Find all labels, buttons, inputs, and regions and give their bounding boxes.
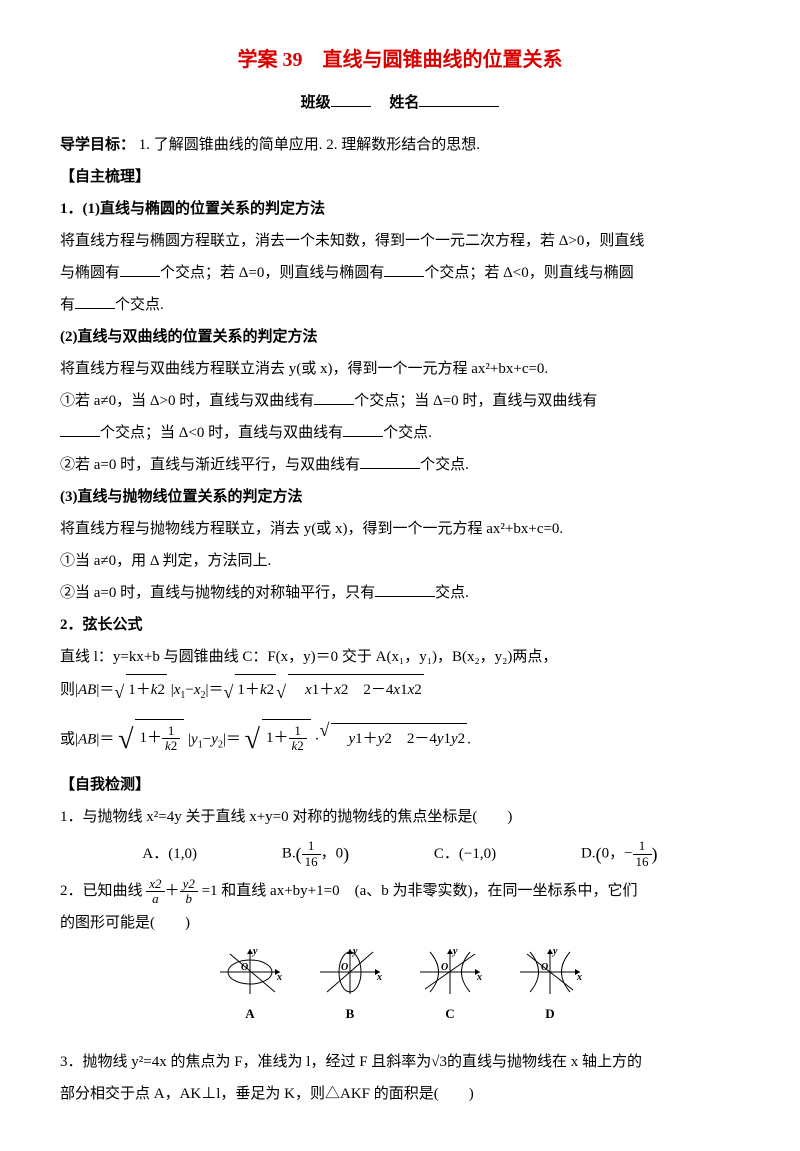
p1-l1e: 有: [60, 297, 75, 313]
chord-l1: 直线 l：y=kx+b 与圆锥曲线 C：F(x，y)＝0 交于 A(x₁，y₁)…: [60, 642, 740, 672]
q2-l1: 2．已知曲线 x2a＋y2b =1 和直线 ax+by+1=0 (a、b 为非零…: [60, 876, 740, 906]
q1-d-label: D.: [581, 845, 596, 861]
p2-l3b: 个交点.: [420, 457, 469, 473]
q1-b-label: B.: [282, 845, 296, 861]
blank2[interactable]: [384, 261, 424, 277]
svg-text:x: x: [476, 972, 482, 983]
graph-a[interactable]: O x y A: [215, 944, 285, 1027]
graph-c[interactable]: O x y C: [415, 944, 485, 1027]
p3-l3a: ②当 a=0 时，直线与抛物线的对称轴平行，只有: [60, 585, 375, 601]
q2-l1b: =1 和直线 ax+by+1=0 (a、b 为非零实数)，在同一坐标系中，它们: [202, 883, 638, 899]
p3-l2: ①当 a≠0，用 Δ 判定，方法同上.: [60, 546, 740, 576]
svg-text:y: y: [552, 946, 558, 957]
graph-a-svg: O x y: [215, 944, 285, 999]
p2-l1: 将直线方程与双曲线方程联立消去 y(或 x)，得到一个一元方程 ax²+bx+c…: [60, 354, 740, 384]
q1-text: 1．与抛物线 x²=4y 关于直线 x+y=0 对称的抛物线的焦点坐标是( ): [60, 802, 740, 832]
q2-l1a: 2．已知曲线: [60, 883, 143, 899]
p1-l2: 与椭圆有 个交点；若 Δ=0，则直线与椭圆有 个交点；若 Δ<0，则直线与椭圆: [60, 258, 740, 288]
blank1[interactable]: [120, 261, 160, 277]
blank6[interactable]: [343, 421, 383, 437]
blank3[interactable]: [75, 293, 115, 309]
chord-formula-1: 则|AB|＝√1＋k2 |x1−x2|＝√1＋k2√ x1＋x2 2－4x1x2: [60, 674, 740, 710]
q3-l1: 3．抛物线 y²=4x 的焦点为 F，准线为 l，经过 F 且斜率为√3的直线与…: [60, 1047, 740, 1077]
p2-l2a: ①若 a≠0，当 Δ>0 时，直线与双曲线有: [60, 393, 314, 409]
p2-head: (2)直线与双曲线的位置关系的判定方法: [60, 322, 740, 352]
q1-opt-c[interactable]: C．(−1,0): [434, 839, 496, 869]
q1-options: A．(1,0) B.(116，0) C．(−1,0) D.(0，−116): [100, 836, 700, 872]
svg-text:x: x: [376, 972, 382, 983]
graph-a-label: A: [245, 1006, 254, 1021]
p1-l1c: 个交点；若 Δ=0，则直线与椭圆有: [160, 265, 384, 281]
graph-d-svg: O x y: [515, 944, 585, 999]
name-label: 姓名: [389, 95, 419, 111]
p2-l4: ②若 a=0 时，直线与渐近线平行，与双曲线有 个交点.: [60, 450, 740, 480]
class-blank[interactable]: [331, 91, 371, 107]
graph-b-svg: O x y: [315, 944, 385, 999]
q2-graphs: O x y A O x y B O x y C: [60, 944, 740, 1027]
blank5[interactable]: [60, 421, 100, 437]
p3-l3b: 交点.: [435, 585, 469, 601]
p1-l1b: 与椭圆有: [60, 265, 120, 281]
section-self-study: 【自主梳理】: [60, 162, 740, 192]
chord-head: 2．弦长公式: [60, 610, 740, 640]
svg-text:y: y: [352, 946, 358, 957]
graph-b[interactable]: O x y B: [315, 944, 385, 1027]
q3-l2: 部分相交于点 A，AK⊥l，垂足为 K，则△AKF 的面积是( ): [60, 1079, 740, 1109]
svg-text:x: x: [276, 972, 282, 983]
svg-text:O: O: [441, 962, 448, 973]
p1-l3: 有 个交点.: [60, 290, 740, 320]
p2-l2c: 个交点；当 Δ<0 时，直线与双曲线有: [100, 425, 343, 441]
p2-l2: ①若 a≠0，当 Δ>0 时，直线与双曲线有 个交点；当 Δ=0 时，直线与双曲线…: [60, 386, 740, 416]
page-title: 学案 39 直线与圆锥曲线的位置关系: [60, 40, 740, 80]
goal-text: 1. 了解圆锥曲线的简单应用. 2. 理解数形结合的思想.: [139, 137, 480, 153]
graph-d-label: D: [545, 1006, 554, 1021]
p2-l2d: 个交点.: [383, 425, 432, 441]
class-label: 班级: [301, 95, 331, 111]
subtitle-row: 班级 姓名: [60, 88, 740, 118]
q1-opt-d[interactable]: D.(0，−116): [581, 836, 658, 872]
graph-c-svg: O x y: [415, 944, 485, 999]
chord-formula-2: 或|AB|＝ √1＋1k2 |y1−y2|＝ √1＋1k2 ·√ y1＋y2 2…: [60, 712, 740, 768]
graph-c-label: C: [445, 1006, 454, 1021]
svg-text:O: O: [541, 962, 548, 973]
q1-opt-b[interactable]: B.(116，0): [282, 836, 349, 872]
graph-b-label: B: [346, 1006, 355, 1021]
p3-l3: ②当 a=0 时，直线与抛物线的对称轴平行，只有 交点.: [60, 578, 740, 608]
graph-d[interactable]: O x y D: [515, 944, 585, 1027]
svg-text:x: x: [576, 972, 582, 983]
svg-text:y: y: [252, 946, 258, 957]
q2-l2: 的图形可能是( ): [60, 908, 740, 938]
goal-label: 导学目标：: [60, 137, 135, 153]
p2-l2b: 个交点；当 Δ=0 时，直线与双曲线有: [354, 393, 597, 409]
q1-opt-a[interactable]: A．(1,0): [142, 839, 197, 869]
blank7[interactable]: [360, 453, 420, 469]
svg-text:O: O: [241, 962, 248, 973]
goal-line: 导学目标： 1. 了解圆锥曲线的简单应用. 2. 理解数形结合的思想.: [60, 130, 740, 160]
p2-l3: 个交点；当 Δ<0 时，直线与双曲线有 个交点.: [60, 418, 740, 448]
p1-l1f: 个交点.: [115, 297, 164, 313]
svg-text:O: O: [341, 962, 348, 973]
p2-l3a: ②若 a=0 时，直线与渐近线平行，与双曲线有: [60, 457, 360, 473]
svg-text:y: y: [452, 946, 458, 957]
p1-head: 1．(1)直线与椭圆的位置关系的判定方法: [60, 194, 740, 224]
p3-head: (3)直线与抛物线位置关系的判定方法: [60, 482, 740, 512]
blank8[interactable]: [375, 581, 435, 597]
section-selftest: 【自我检测】: [60, 770, 740, 800]
p1-l1d: 个交点；若 Δ<0，则直线与椭圆: [424, 265, 633, 281]
name-blank[interactable]: [419, 91, 499, 107]
p3-l1: 将直线方程与抛物线方程联立，消去 y(或 x)，得到一个一元方程 ax²+bx+…: [60, 514, 740, 544]
blank4[interactable]: [314, 389, 354, 405]
p1-l1: 将直线方程与椭圆方程联立，消去一个未知数，得到一个一元二次方程，若 Δ>0，则直…: [60, 226, 740, 256]
